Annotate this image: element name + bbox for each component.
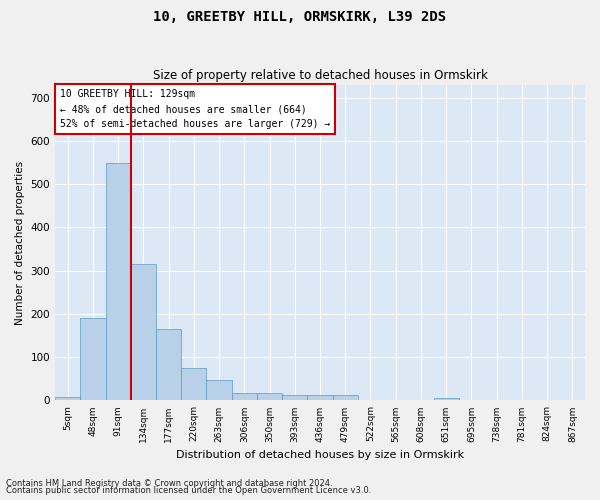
Bar <box>257 392 282 400</box>
Bar <box>131 264 156 400</box>
Y-axis label: Number of detached properties: Number of detached properties <box>15 160 25 324</box>
Bar <box>106 164 131 400</box>
Bar <box>55 397 80 400</box>
Bar <box>282 395 307 400</box>
Bar <box>232 392 257 400</box>
Text: 10, GREETBY HILL, ORMSKIRK, L39 2DS: 10, GREETBY HILL, ORMSKIRK, L39 2DS <box>154 10 446 24</box>
Bar <box>156 329 181 400</box>
Bar <box>434 398 459 400</box>
Bar <box>332 395 358 400</box>
Bar <box>181 368 206 400</box>
Bar <box>307 395 332 400</box>
Title: Size of property relative to detached houses in Ormskirk: Size of property relative to detached ho… <box>152 69 487 82</box>
X-axis label: Distribution of detached houses by size in Ormskirk: Distribution of detached houses by size … <box>176 450 464 460</box>
Bar <box>206 380 232 400</box>
Bar <box>80 318 106 400</box>
Text: Contains HM Land Registry data © Crown copyright and database right 2024.: Contains HM Land Registry data © Crown c… <box>6 478 332 488</box>
Text: 10 GREETBY HILL: 129sqm
← 48% of detached houses are smaller (664)
52% of semi-d: 10 GREETBY HILL: 129sqm ← 48% of detache… <box>61 90 331 129</box>
Text: Contains public sector information licensed under the Open Government Licence v3: Contains public sector information licen… <box>6 486 371 495</box>
